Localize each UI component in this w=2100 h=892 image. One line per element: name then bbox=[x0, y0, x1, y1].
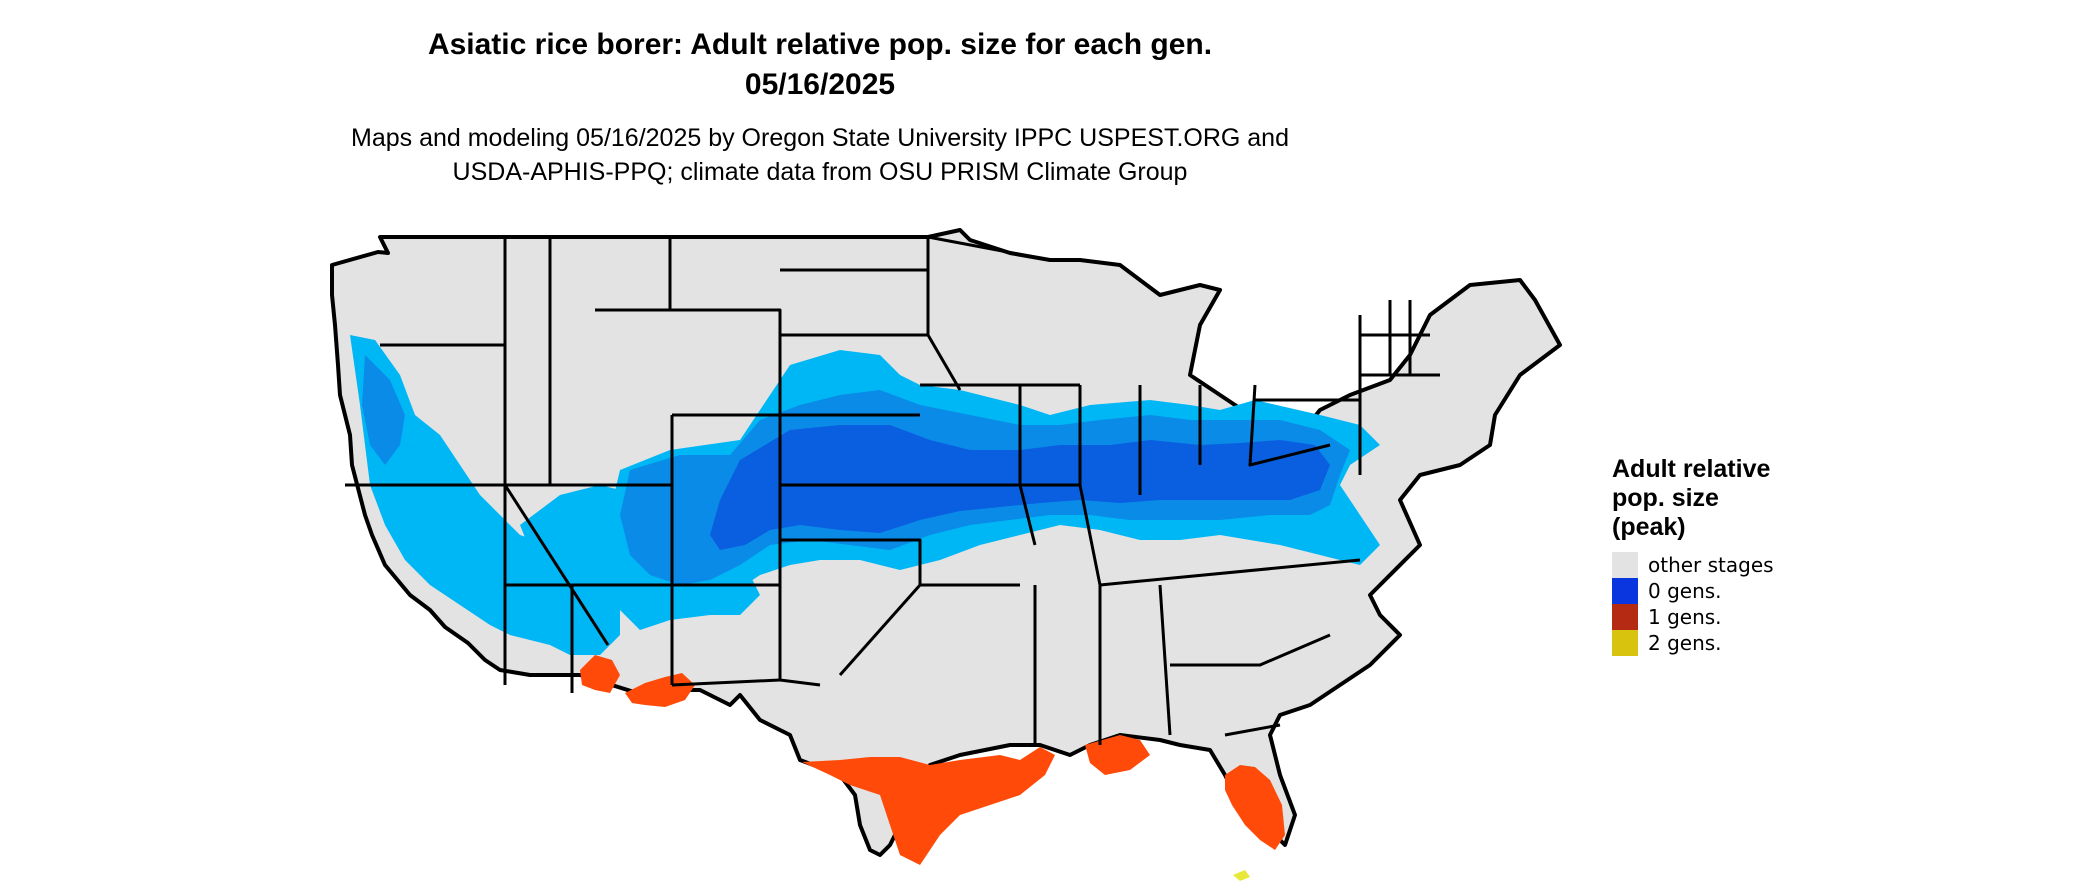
map-date: 05/16/2025 bbox=[744, 68, 896, 101]
legend-item: 2 gens. bbox=[1612, 630, 1774, 656]
arizona-orange-zone bbox=[625, 673, 695, 707]
legend-title-line-3: (peak) bbox=[1612, 513, 1686, 541]
legend-swatch bbox=[1612, 578, 1638, 604]
southwest-orange-zone bbox=[580, 655, 620, 693]
subtitle-line-1: Maps and modeling 05/16/2025 by Oregon S… bbox=[351, 124, 1289, 152]
legend-label: 2 gens. bbox=[1648, 631, 1722, 655]
legend-label: 0 gens. bbox=[1648, 579, 1722, 603]
map-title: Asiatic rice borer: Adult relative pop. … bbox=[427, 28, 1213, 61]
legend: Adult relative pop. size (peak) other st… bbox=[1612, 455, 1774, 656]
legend-item: 0 gens. bbox=[1612, 578, 1774, 604]
legend-label: other stages bbox=[1648, 553, 1774, 577]
florida-orange-zone bbox=[1225, 765, 1285, 850]
legend-swatch bbox=[1612, 630, 1638, 656]
legend-label: 1 gens. bbox=[1648, 605, 1722, 629]
texas-gulf-orange-zone bbox=[802, 747, 1055, 865]
west-mid-blue-zone bbox=[362, 355, 405, 465]
legend-title-line-2: pop. size bbox=[1612, 484, 1719, 512]
legend-item: 1 gens. bbox=[1612, 604, 1774, 630]
west-light-blue-zone bbox=[350, 335, 620, 655]
legend-items: other stages 0 gens. 1 gens. 2 gens. bbox=[1612, 552, 1774, 656]
state-borders bbox=[345, 235, 1440, 745]
subtitle-line-2: USDA-APHIS-PPQ; climate data from OSU PR… bbox=[452, 158, 1188, 186]
legend-title-line-1: Adult relative bbox=[1612, 455, 1771, 483]
legend-swatch bbox=[1612, 604, 1638, 630]
legend-item: other stages bbox=[1612, 552, 1774, 578]
legend-swatch bbox=[1612, 552, 1638, 578]
us-map bbox=[330, 228, 1562, 881]
florida-keys-yellow bbox=[1233, 870, 1250, 881]
legend-title: Adult relative pop. size (peak) bbox=[1612, 455, 1774, 542]
